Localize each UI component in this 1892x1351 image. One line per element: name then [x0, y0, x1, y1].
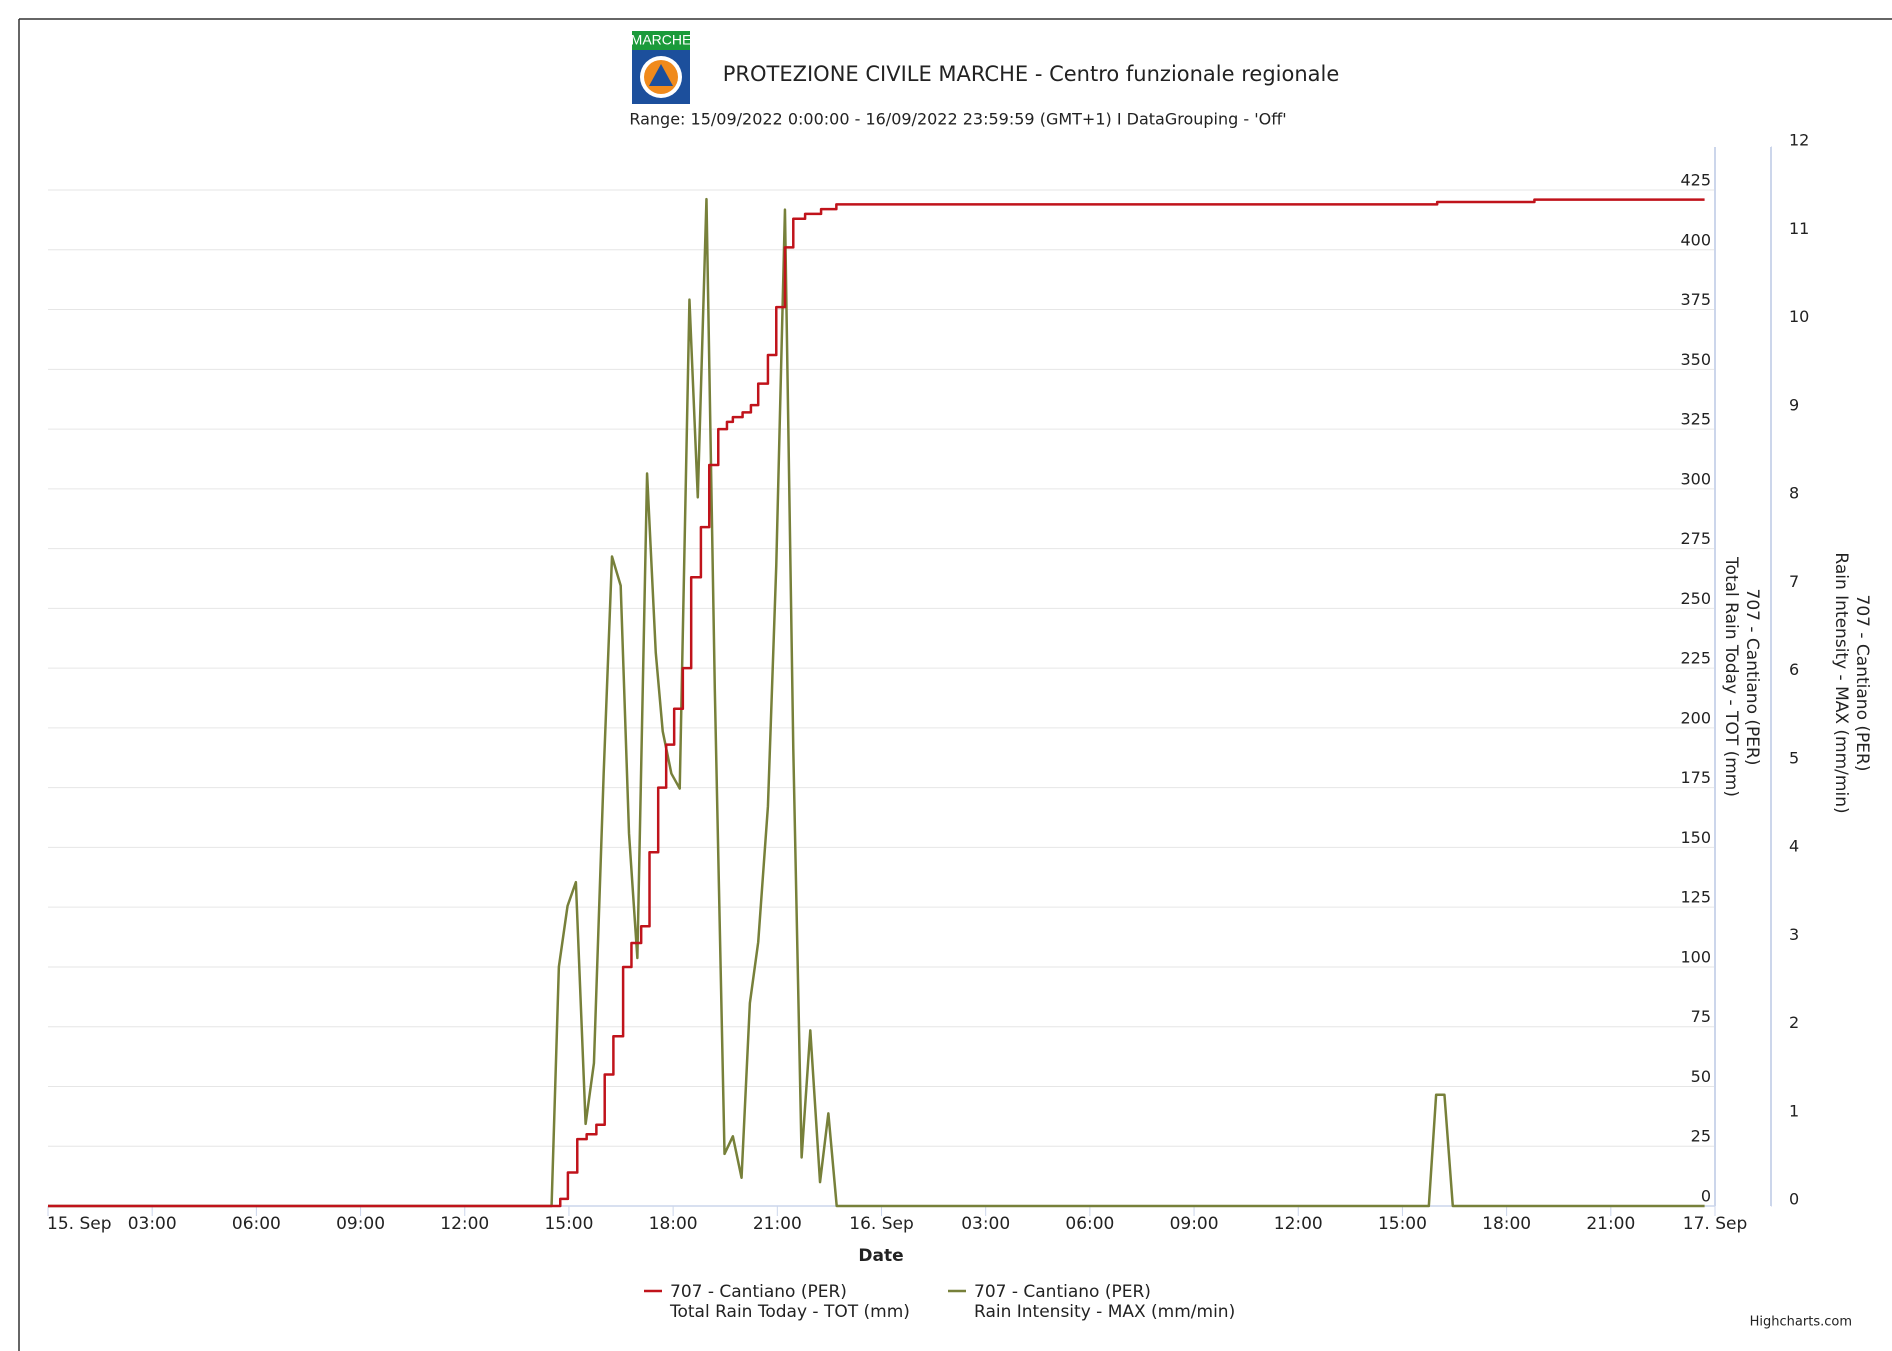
logo-text: MARCHE — [631, 32, 692, 48]
y-tick-label: 425 — [1680, 171, 1711, 190]
legend-label: Rain Intensity - MAX (mm/min) — [974, 1302, 1235, 1322]
y-tick-label: 325 — [1680, 410, 1711, 429]
legend-label: 707 - Cantiano (PER) — [670, 1282, 847, 1302]
y-tick-label: 200 — [1680, 708, 1711, 727]
y2-tick-label: 4 — [1789, 837, 1799, 856]
x-tick-label: 15:00 — [544, 1214, 593, 1234]
x-tick-label: 09:00 — [1170, 1214, 1219, 1234]
x-tick-label: 12:00 — [1274, 1214, 1323, 1234]
y2-tick-label: 10 — [1789, 307, 1809, 326]
y-tick-label: 75 — [1691, 1007, 1711, 1026]
y-tick-label: 350 — [1680, 350, 1711, 369]
axis-title-line: 707 - Cantiano (PER) — [1852, 595, 1872, 772]
axis-title-line: Rain Intensity - MAX (mm/min) — [1831, 552, 1851, 813]
series-line — [48, 198, 1705, 1208]
y2-tick-label: 0 — [1789, 1190, 1799, 1209]
x-tick-label: 12:00 — [440, 1214, 489, 1234]
y2-tick-label: 6 — [1789, 660, 1799, 679]
x-tick-label: 06:00 — [232, 1214, 281, 1234]
x-tick-label: 21:00 — [753, 1214, 802, 1234]
axis-title-line: Total Rain Today - TOT (mm) — [1721, 556, 1741, 797]
y-tick-label: 100 — [1680, 947, 1711, 966]
x-tick-label: 17. Sep — [1683, 1214, 1747, 1234]
y-tick-label: 150 — [1680, 828, 1711, 847]
axis-title-line: 707 - Cantiano (PER) — [1742, 589, 1762, 766]
y2-tick-label: 9 — [1789, 395, 1799, 414]
y2-tick-label: 5 — [1789, 748, 1799, 767]
series-line — [48, 197, 1705, 1208]
x-tick-label: 16. Sep — [849, 1214, 913, 1234]
x-tick-label: 06:00 — [1065, 1214, 1114, 1234]
y-tick-label: 300 — [1680, 469, 1711, 488]
y-axis-title: 707 - Cantiano (PER)Total Rain Today - T… — [1721, 556, 1762, 797]
y-tick-label: 275 — [1680, 529, 1711, 548]
logo-triangle — [649, 64, 673, 86]
y-tick-label: 250 — [1680, 589, 1711, 608]
y2-tick-label: 3 — [1789, 925, 1799, 944]
credits: Highcharts.com — [1750, 1315, 1852, 1330]
x-tick-label: 09:00 — [336, 1214, 385, 1234]
chart-title: PROTEZIONE CIVILE MARCHE - Centro funzio… — [723, 62, 1340, 86]
chart-subtitle: Range: 15/09/2022 0:00:00 - 16/09/2022 2… — [629, 110, 1286, 129]
y2-tick-label: 2 — [1789, 1013, 1799, 1032]
y-tick-label: 0 — [1701, 1187, 1711, 1206]
x-tick-label: 15. Sep — [47, 1214, 111, 1234]
y2-tick-label: 11 — [1789, 219, 1809, 238]
x-tick-label: 03:00 — [961, 1214, 1010, 1234]
x-tick-label: 15:00 — [1378, 1214, 1427, 1234]
x-tick-label: 03:00 — [128, 1214, 177, 1234]
x-axis-title: Date — [858, 1246, 903, 1266]
y2-tick-label: 12 — [1789, 131, 1809, 150]
y2-tick-label: 1 — [1789, 1101, 1799, 1120]
logo: MARCHE — [631, 31, 692, 104]
y-tick-label: 225 — [1680, 649, 1711, 668]
x-tick-label: 18:00 — [1482, 1214, 1531, 1234]
y-tick-label: 175 — [1680, 768, 1711, 787]
logo-band — [632, 31, 690, 50]
y-tick-label: 125 — [1680, 888, 1711, 907]
y2-tick-label: 8 — [1789, 484, 1799, 503]
legend-label: Total Rain Today - TOT (mm) — [669, 1302, 910, 1322]
y2-tick-label: 7 — [1789, 572, 1799, 591]
y-tick-label: 25 — [1691, 1127, 1711, 1146]
x-tick-label: 18:00 — [649, 1214, 698, 1234]
y-axis-title: 707 - Cantiano (PER)Rain Intensity - MAX… — [1831, 552, 1872, 813]
y-tick-label: 50 — [1691, 1067, 1711, 1086]
y-tick-label: 375 — [1680, 290, 1711, 309]
legend-label: 707 - Cantiano (PER) — [974, 1282, 1151, 1302]
y-tick-label: 400 — [1680, 230, 1711, 249]
x-tick-label: 21:00 — [1586, 1214, 1635, 1234]
